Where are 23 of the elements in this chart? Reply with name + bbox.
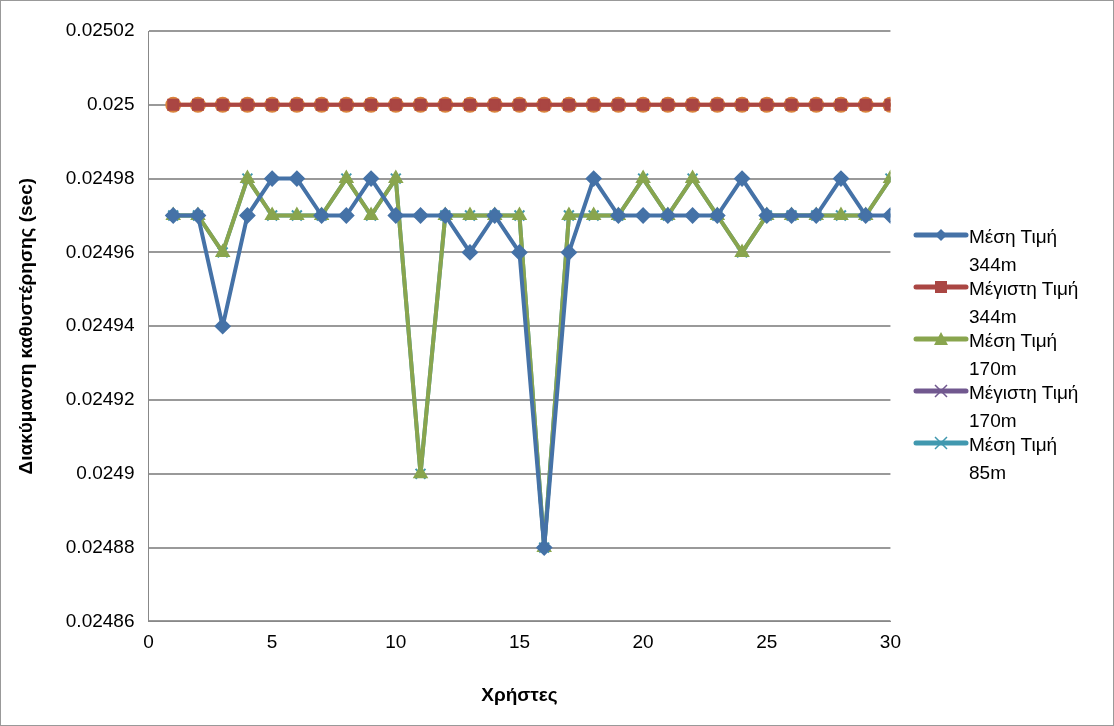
legend-label: Μέση Τιμή 85m	[969, 433, 1059, 485]
x-tick-label: 25	[756, 631, 778, 653]
y-tick-label: 0.02496	[65, 240, 135, 262]
x-tick-label: 15	[508, 631, 531, 653]
legend-label: Μέση Τιμή 170m	[969, 329, 1059, 381]
x-tick-label: 30	[879, 631, 901, 653]
y-tick-label: 0.025	[86, 93, 135, 115]
y-tick-label: 0.02492	[65, 388, 135, 410]
legend-label: Μέγιστη Τιμή 170m	[969, 381, 1080, 433]
y-tick-label: 0.0249	[76, 462, 135, 484]
x-tick-label: 10	[385, 631, 407, 653]
y-tick-label: 0.02498	[65, 166, 135, 188]
x-axis-title: Χρήστες	[481, 683, 558, 705]
legend-label: Μέση Τιμή 344m	[969, 225, 1059, 277]
y-axis-title: Διακύμανση καθυστέρησης (sec)	[14, 177, 36, 475]
y-tick-label: 0.02486	[65, 609, 135, 631]
y-tick-label: 0.02494	[65, 314, 135, 336]
x-tick-label: 0	[143, 631, 154, 653]
x-tick-label: 5	[266, 631, 278, 653]
y-tick-label: 0.02488	[65, 535, 135, 557]
y-tick-label: 0.02502	[65, 19, 135, 41]
x-tick-label: 20	[632, 631, 654, 653]
legend-label: Μέγιστη Τιμή 344m	[969, 277, 1080, 329]
